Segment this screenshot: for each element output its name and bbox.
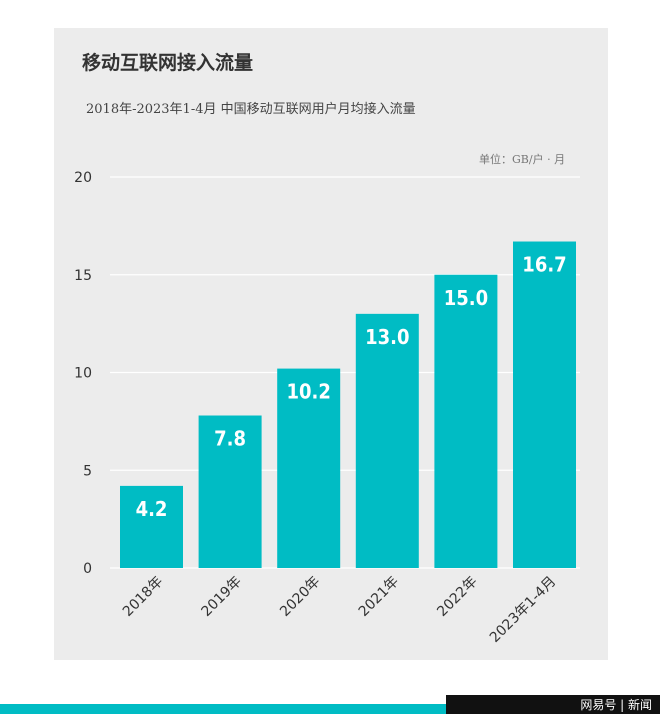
y-tick-label: 15 <box>74 268 92 284</box>
bar-value-label: 13.0 <box>365 325 409 349</box>
y-tick-label: 10 <box>74 366 92 382</box>
chart-subtitle: 2018年-2023年1-4月 中国移动互联网用户月均接入流量 <box>86 102 416 117</box>
bar-value-label: 7.8 <box>214 427 246 451</box>
y-tick-label: 5 <box>83 463 92 479</box>
bar-value-label: 4.2 <box>136 497 168 521</box>
x-tick-label: 2021年 <box>356 574 402 620</box>
y-tick-label: 0 <box>83 561 92 577</box>
bar-value-label: 16.7 <box>522 253 566 277</box>
watermark: 网易号 | 新闻 <box>446 695 660 714</box>
bar <box>120 485 183 568</box>
bottom-accent-bar <box>0 704 660 714</box>
x-tick-label: 2020年 <box>277 574 323 620</box>
bar <box>198 415 262 568</box>
bar <box>355 313 419 568</box>
bar <box>434 274 498 568</box>
bar <box>277 368 341 568</box>
y-tick-label: 20 <box>74 170 92 186</box>
x-tick-label: 2023年1-4月 <box>487 574 559 646</box>
x-tick-label: 2022年 <box>434 574 480 620</box>
chart-title: 移动互联网接入流量 <box>82 52 254 74</box>
bar-value-label: 15.0 <box>444 286 488 310</box>
unit-label: 单位：GB/户 · 月 <box>479 153 566 166</box>
x-tick-label: 2018年 <box>120 574 166 620</box>
x-tick-label: 2019年 <box>199 574 245 620</box>
bar <box>513 241 576 568</box>
bar-value-label: 10.2 <box>286 380 330 404</box>
watermark-text: 网易号 | 新闻 <box>580 698 652 712</box>
